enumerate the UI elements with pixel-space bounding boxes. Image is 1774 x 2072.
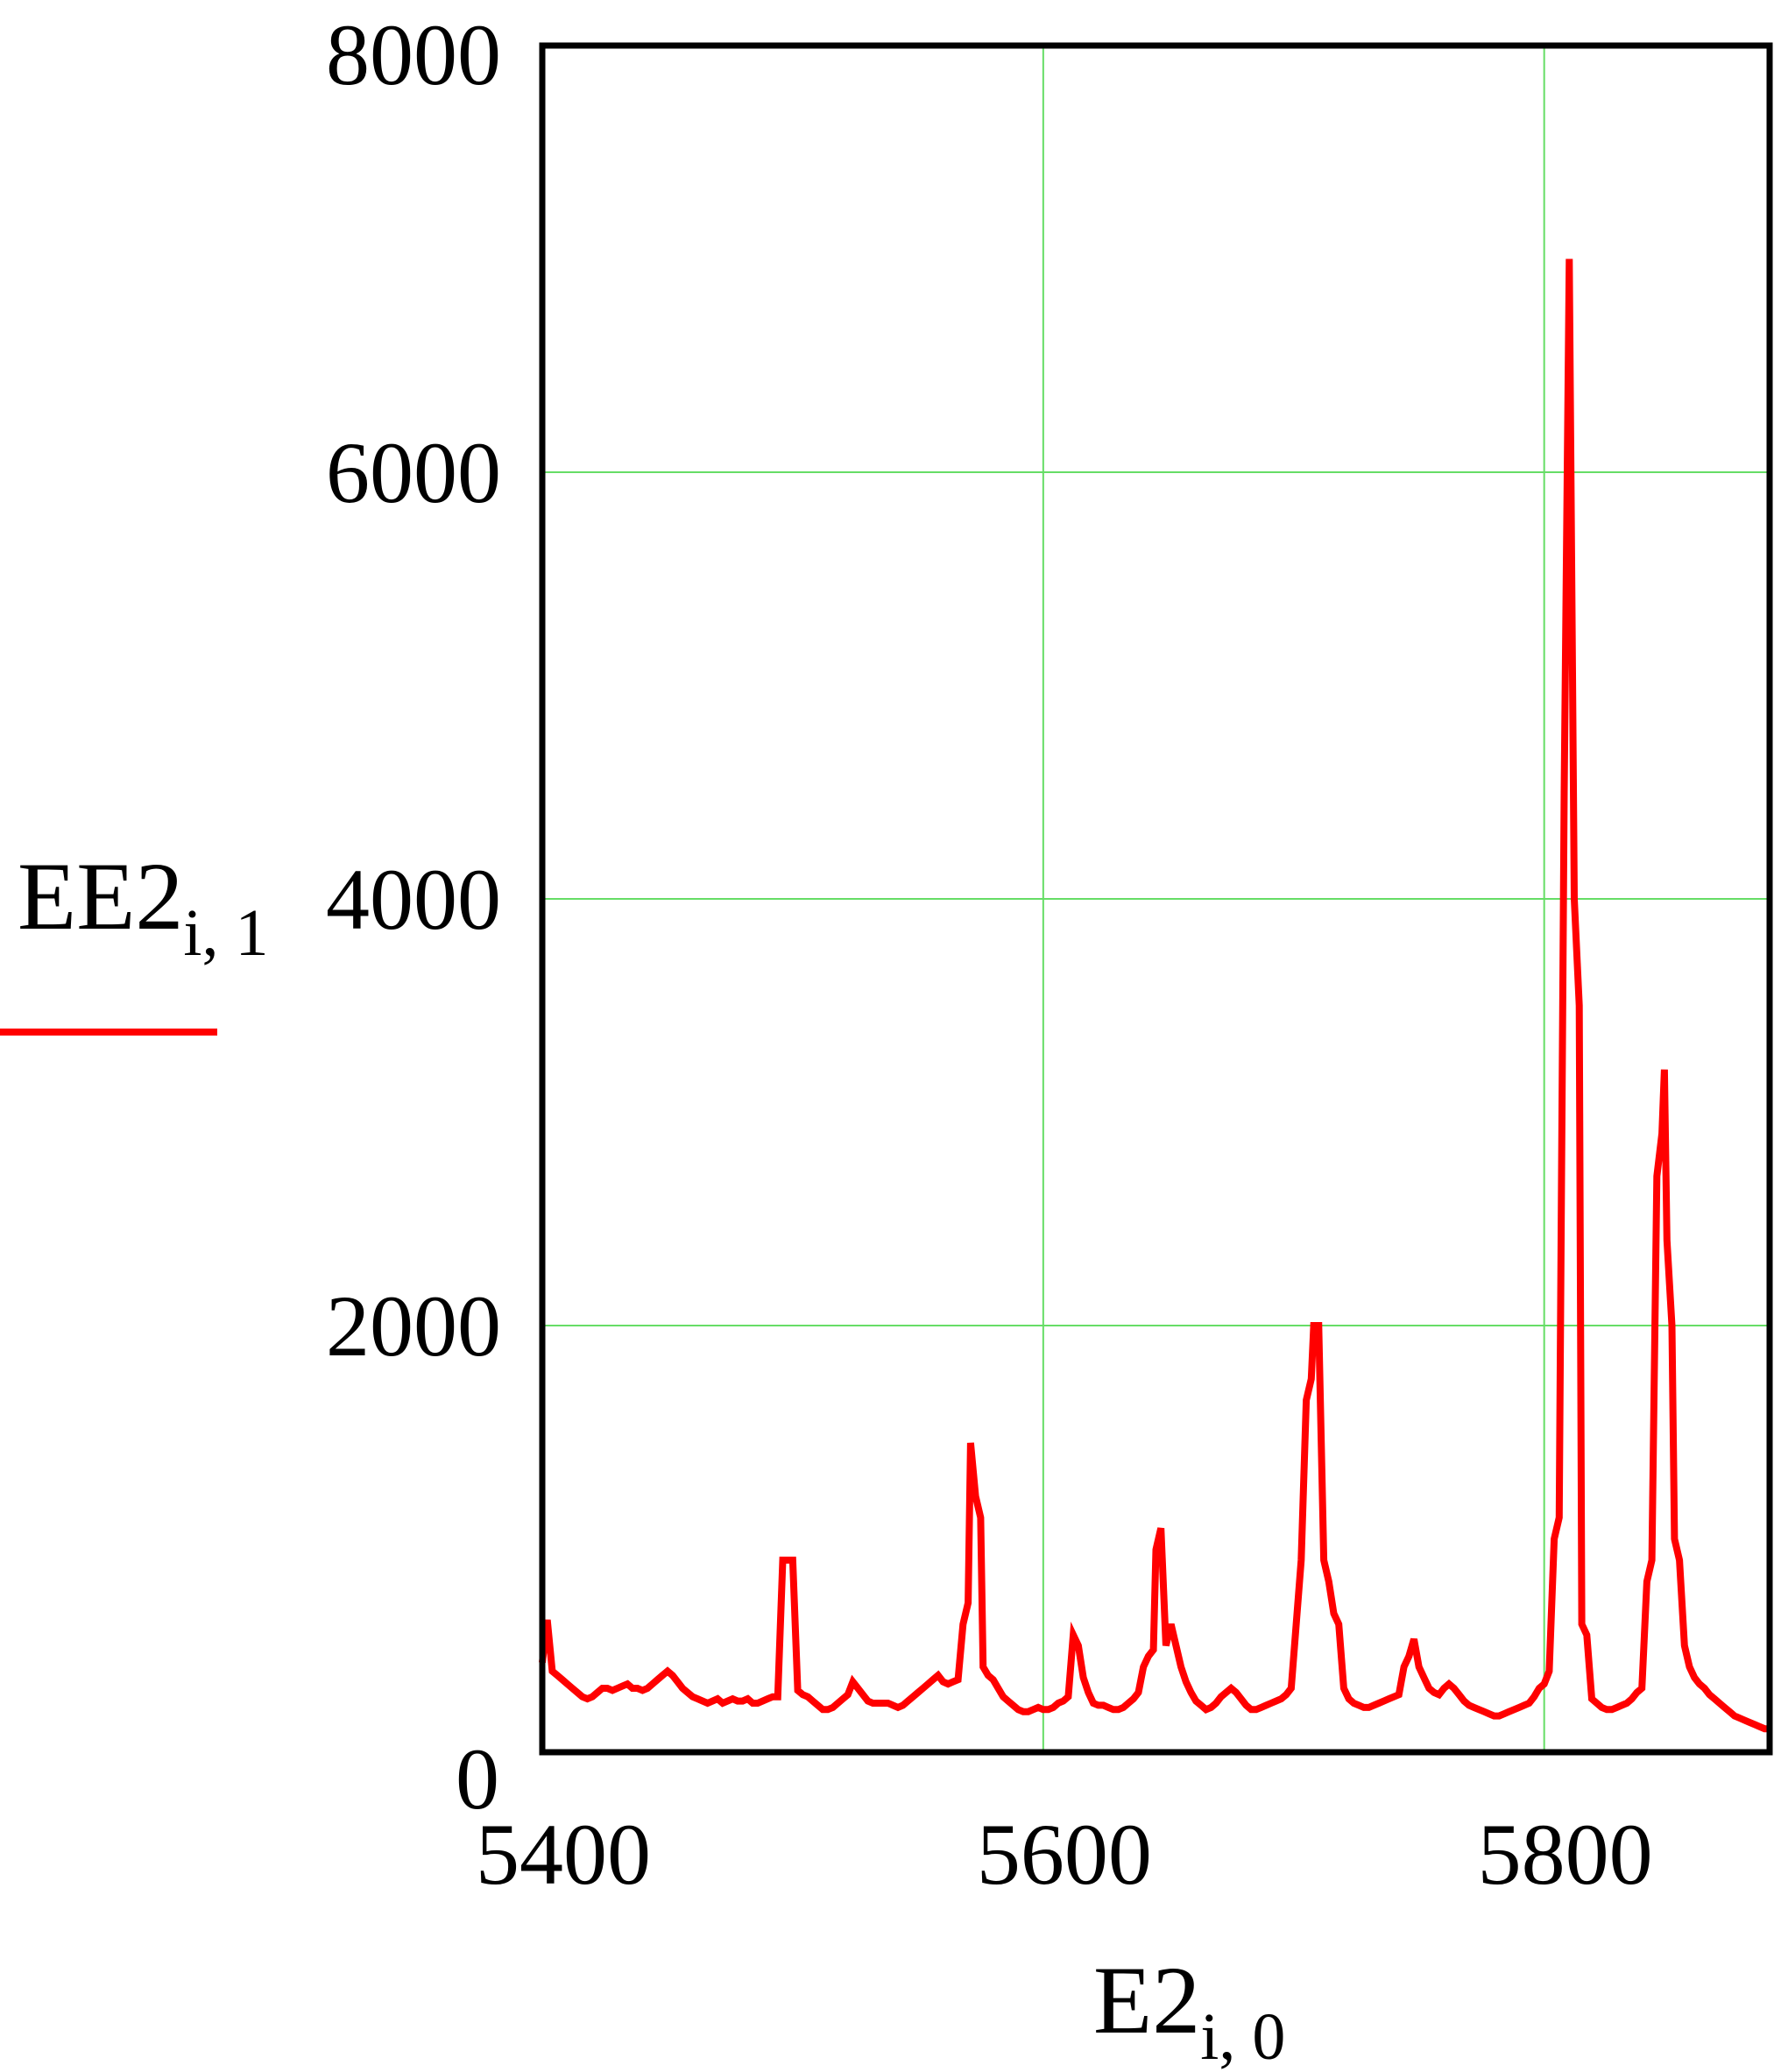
y-axis-label-subscript: i, 1: [183, 896, 268, 970]
y-tick-labels: 0 2000 4000 6000 8000: [326, 6, 501, 1828]
x-axis-label-subscript: i, 0: [1200, 2000, 1285, 2072]
y-tick-label-2: 4000: [326, 851, 501, 948]
y-tick-label-3: 6000: [326, 424, 501, 521]
x-tick-label-1: 5600: [977, 1806, 1152, 1903]
y-axis-label-main: EE2: [18, 843, 183, 950]
svg-text:E2i, 0: E2i, 0: [1093, 1947, 1285, 2072]
x-tick-label-0: 5400: [476, 1806, 651, 1903]
x-axis-label-main: E2: [1093, 1947, 1200, 2054]
y-tick-label-4: 8000: [326, 6, 501, 103]
grid-lines: [542, 46, 1770, 1752]
series-line: [539, 258, 1770, 1733]
svg-text:EE2i, 1: EE2i, 1: [18, 843, 269, 970]
x-axis-label: E2i, 0: [1093, 1947, 1285, 2072]
y-tick-label-1: 2000: [326, 1277, 501, 1375]
x-tick-labels: 5400 5600 5800: [476, 1806, 1653, 1903]
x-tick-label-2: 5800: [1478, 1806, 1653, 1903]
y-axis-label: EE2i, 1: [0, 843, 269, 1036]
y-tick-label-0: 0: [456, 1730, 499, 1828]
plot-frame: [539, 42, 1773, 1756]
